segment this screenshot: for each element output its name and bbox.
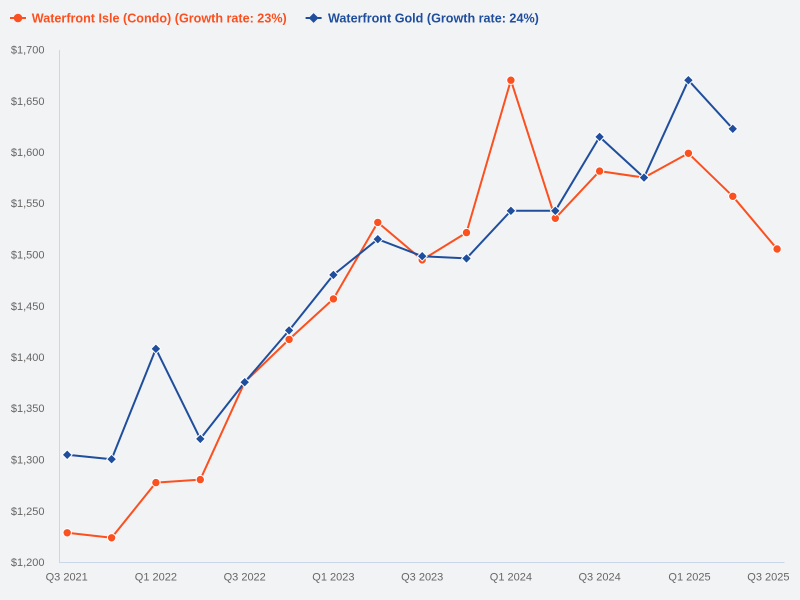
- svg-text:Q3 2025: Q3 2025: [747, 572, 789, 584]
- svg-text:$1,350: $1,350: [11, 403, 45, 415]
- svg-text:Q3 2023: Q3 2023: [401, 572, 443, 584]
- svg-text:Q1 2023: Q1 2023: [312, 572, 354, 584]
- svg-text:Waterfront Gold (Growth rate:: Waterfront Gold (Growth rate: 24%): [328, 12, 539, 26]
- svg-text:$1,400: $1,400: [11, 352, 45, 364]
- svg-text:$1,700: $1,700: [11, 45, 45, 57]
- svg-text:Q1 2022: Q1 2022: [135, 572, 177, 584]
- svg-text:Q3 2024: Q3 2024: [578, 572, 620, 584]
- svg-text:$1,650: $1,650: [11, 96, 45, 108]
- svg-text:$1,500: $1,500: [11, 250, 45, 262]
- svg-text:$1,300: $1,300: [11, 455, 45, 467]
- svg-text:$1,550: $1,550: [11, 198, 45, 210]
- svg-text:$1,600: $1,600: [11, 147, 45, 159]
- svg-text:$1,250: $1,250: [11, 506, 45, 518]
- svg-text:Q1 2025: Q1 2025: [668, 572, 710, 584]
- svg-text:Waterfront Isle (Condo) (Growt: Waterfront Isle (Condo) (Growth rate: 23…: [32, 12, 287, 26]
- svg-text:Q3 2021: Q3 2021: [46, 572, 88, 584]
- svg-text:Q1 2024: Q1 2024: [490, 572, 532, 584]
- svg-text:$1,450: $1,450: [11, 301, 45, 313]
- svg-text:$1,200: $1,200: [11, 557, 45, 569]
- svg-text:Q3 2022: Q3 2022: [224, 572, 266, 584]
